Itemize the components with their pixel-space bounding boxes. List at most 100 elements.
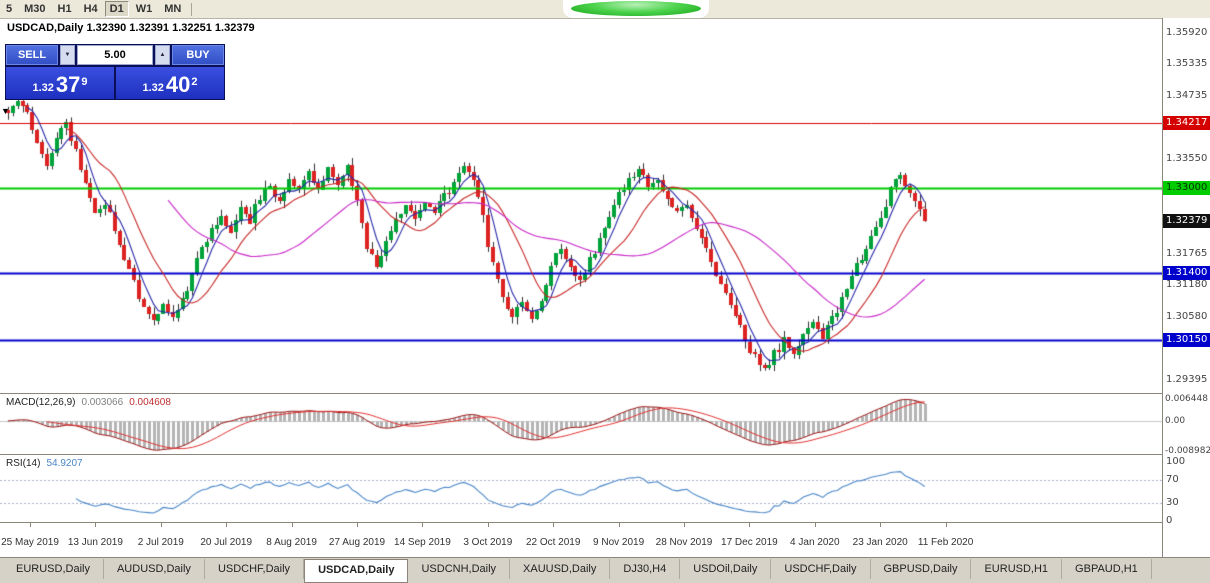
rsi-axis-label: 30	[1166, 497, 1179, 509]
chart-tab-8-usdchf-daily[interactable]: USDCHF,Daily	[771, 559, 871, 579]
date-axis-label: 14 Sep 2019	[394, 537, 451, 548]
chart-tab-bar: EURUSD,Daily AUDUSD,Daily USDCHF,Daily USDC…	[0, 558, 1210, 583]
date-axis-tick	[357, 523, 358, 527]
rsi-indicator-canvas[interactable]	[0, 455, 1162, 522]
timeframe-button-w1[interactable]: W1	[131, 1, 158, 17]
date-axis-tick	[946, 523, 947, 527]
buy-button[interactable]: BUY	[172, 45, 224, 65]
volume-up-icon: ▲	[159, 52, 166, 58]
rsi-axis-label: 70	[1166, 473, 1179, 485]
chart-tab-0-eurusd-daily[interactable]: EURUSD,Daily	[3, 559, 104, 579]
date-axis-tick	[422, 523, 423, 527]
macd-signal-value: 0.004608	[129, 397, 171, 408]
sell-price-point: 9	[81, 76, 88, 88]
rsi-header: RSI(14) 54.9207	[6, 458, 83, 469]
macd-indicator-canvas[interactable]	[0, 394, 1162, 454]
date-axis-label: 25 May 2019	[1, 537, 59, 548]
timeframe-button-mn[interactable]: MN	[159, 1, 186, 17]
sell-price-display[interactable]: 1.32 37 9	[6, 67, 114, 99]
date-axis-label: 20 Jul 2019	[200, 537, 253, 548]
buy-price-point: 2	[191, 76, 198, 88]
one-click-trading-panel: SELL ▼ 5.00 ▲ BUY 1.32 37 9 1.32 40 2	[5, 44, 225, 100]
sell-price-figure: 1.32	[32, 82, 54, 94]
date-axis-tick	[815, 523, 816, 527]
price-axis-label: 1.31180	[1166, 278, 1208, 290]
date-axis-label: 27 Aug 2019	[328, 537, 386, 548]
volume-value: 5.00	[104, 49, 126, 61]
date-axis-label: 23 Jan 2020	[852, 537, 908, 548]
date-axis-tick	[226, 523, 227, 527]
chart-tab-11-gbpaud-h1[interactable]: GBPAUD,H1	[1062, 559, 1152, 579]
rsi-title: RSI(14)	[6, 458, 41, 469]
time-axis-separator	[0, 522, 1210, 523]
chart-ohlc-header: USDCAD,Daily 1.32390 1.32391 1.32251 1.3…	[7, 22, 255, 34]
chart-tab-4-usdcnh-daily[interactable]: USDCNH,Daily	[408, 559, 511, 579]
macd-main-value: 0.003066	[81, 397, 124, 408]
rsi-value: 54.9207	[46, 458, 83, 469]
macd-axis-label: -0.008982	[1165, 446, 1210, 457]
volume-down-icon: ▼	[64, 52, 71, 58]
sell-price-pips: 37	[55, 72, 81, 97]
timeframe-button-h4[interactable]: H4	[79, 1, 103, 17]
price-axis-label: 1.30580	[1166, 310, 1208, 322]
macd-axis-label: 0.00	[1165, 415, 1186, 426]
date-axis-label: 17 Dec 2019	[721, 537, 778, 548]
date-axis-label: 13 Jun 2019	[67, 537, 123, 548]
date-axis-tick	[488, 523, 489, 527]
green-oval-logo	[571, 1, 701, 16]
chart-tab-3-usdcad-daily[interactable]: USDCAD,Daily	[304, 559, 409, 583]
chart-tab-6-dj30-h4[interactable]: DJ30,H4	[610, 559, 681, 579]
buy-price-pips: 40	[165, 72, 191, 97]
sell-button[interactable]: SELL	[6, 45, 58, 65]
chart-tab-1-audusd-daily[interactable]: AUDUSD,Daily	[104, 559, 205, 579]
date-axis-label: 8 Aug 2019	[266, 537, 317, 548]
price-axis-label: 1.34735	[1166, 89, 1208, 101]
date-axis-label: 9 Nov 2019	[593, 537, 645, 548]
chart-tab-2-usdchf-daily[interactable]: USDCHF,Daily	[205, 559, 305, 579]
date-axis-tick	[880, 523, 881, 527]
price-tag-1.33000: 1.33000	[1163, 181, 1210, 195]
date-axis-tick	[292, 523, 293, 527]
price-axis-label: 1.35335	[1166, 57, 1208, 69]
volume-field[interactable]: 5.00	[77, 45, 153, 65]
date-axis-tick	[619, 523, 620, 527]
date-axis-tick	[553, 523, 554, 527]
price-axis-label: 1.35920	[1166, 26, 1208, 38]
rsi-pane-splitter[interactable]	[0, 454, 1210, 455]
timeframe-button-m30[interactable]: M30	[19, 1, 50, 17]
tabbar-separator	[0, 557, 1210, 558]
date-axis-tick	[30, 523, 31, 527]
price-tag-1.32379: 1.32379	[1163, 214, 1210, 229]
macd-pane-splitter[interactable]	[0, 393, 1210, 394]
toolbar: 5 M30 H1 H4 D1 W1 MN	[0, 0, 1210, 19]
rsi-axis-label: 100	[1166, 456, 1186, 467]
timeframe-toolbar: 5 M30 H1 H4 D1 W1 MN	[0, 0, 187, 18]
one-click-collapse-icon[interactable]: ▼	[1, 106, 10, 116]
toolbar-separator	[191, 2, 193, 16]
volume-increase-button[interactable]: ▲	[155, 45, 170, 65]
timeframe-button-d1[interactable]: D1	[104, 1, 129, 17]
buy-price-display[interactable]: 1.32 40 2	[116, 67, 224, 99]
chart-tab-10-eurusd-h1[interactable]: EURUSD,H1	[971, 559, 1063, 579]
price-axis-column[interactable]	[1162, 18, 1210, 557]
date-axis-label: 3 Oct 2019	[463, 537, 513, 548]
price-tag-1.31400: 1.31400	[1163, 266, 1210, 281]
timeframe-button-5[interactable]: 5	[1, 1, 17, 17]
date-axis-label: 22 Oct 2019	[525, 537, 581, 548]
chart-tab-7-usdoil-daily[interactable]: USDOil,Daily	[680, 559, 772, 579]
ohlc-text: USDCAD,Daily 1.32390 1.32391 1.32251 1.3…	[7, 22, 255, 34]
macd-header: MACD(12,26,9) 0.003066 0.004608	[6, 397, 171, 408]
timeframe-button-h1[interactable]: H1	[53, 1, 77, 17]
volume-decrease-button[interactable]: ▼	[60, 45, 75, 65]
logo-container	[563, 0, 709, 18]
chart-tab-9-gbpusd-daily[interactable]: GBPUSD,Daily	[871, 559, 972, 579]
price-axis-label: 1.31765	[1166, 247, 1208, 259]
date-axis-tick	[749, 523, 750, 527]
date-axis-label: 2 Jul 2019	[137, 537, 184, 548]
chart-tab-5-xauusd-daily[interactable]: XAUUSD,Daily	[510, 559, 611, 579]
date-axis-label: 11 Feb 2020	[917, 537, 974, 548]
date-axis-tick	[684, 523, 685, 527]
price-tag-1.34217: 1.34217	[1163, 116, 1210, 131]
rsi-axis-label: 0	[1166, 515, 1173, 526]
